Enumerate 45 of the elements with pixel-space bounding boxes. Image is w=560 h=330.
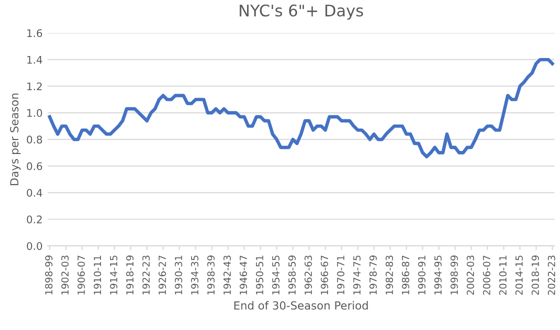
y-tick-label: 1.6 <box>27 29 42 38</box>
x-tick-label: 1970-71 <box>337 256 344 294</box>
x-tick-label: 1934-35 <box>191 256 198 294</box>
x-tick-label: 1910-11 <box>94 256 102 294</box>
x-tick-label: 1966-67 <box>320 256 328 294</box>
x-tick-label: 1986-87 <box>402 256 410 294</box>
y-tick-label: 1.0 <box>27 109 42 117</box>
x-tick-label: 1994-95 <box>434 256 442 294</box>
x-tick-label: 1918-19 <box>126 256 134 294</box>
x-tick-label: 1974-75 <box>353 256 361 294</box>
chart-title: NYC's 6"+ Days <box>240 4 364 20</box>
x-tick-label: 1958-59 <box>288 256 296 294</box>
y-tick-label: 0.2 <box>26 215 42 224</box>
line-series <box>48 58 554 158</box>
x-tick-label: 2010-11 <box>499 256 507 295</box>
y-tick-label: 0.4 <box>26 188 42 197</box>
x-tick-label: 1922-23 <box>142 256 150 294</box>
x-tick-label: 1982-83 <box>386 256 394 294</box>
x-tick-label: 1978-79 <box>369 256 377 294</box>
x-tick-label: 2014-15 <box>515 256 523 295</box>
x-tick-label: 1950-51 <box>256 256 264 294</box>
x-tick-label: 1902-03 <box>61 256 69 294</box>
x-tick-label: 1946-47 <box>240 256 248 294</box>
x-tick-label: 1938-39 <box>207 256 215 294</box>
x-tick-label: 2022-23 <box>548 256 556 295</box>
x-tick-label: 1906-07 <box>78 256 85 294</box>
x-tick-label: 1930-31 <box>174 256 182 294</box>
x-tick-label: 1926-27 <box>158 256 166 294</box>
x-tick-label: 2006-07 <box>482 256 490 295</box>
x-tick-label: 2018-19 <box>532 256 539 295</box>
x-tick-label: 1942-43 <box>223 256 231 294</box>
x-tick-label: 1954-55 <box>272 256 280 294</box>
x-tick-label: 1898-99 <box>45 256 52 294</box>
x-tick-label: 2002-03 <box>466 256 474 295</box>
y-axis-title: Days per Season <box>10 94 21 186</box>
x-tick-label: 1914-15 <box>110 256 118 294</box>
x-tick-label: 1998-99 <box>450 256 458 294</box>
x-tick-label: 1990-91 <box>418 256 426 294</box>
y-tick-label: 0.8 <box>26 136 42 144</box>
y-tick-label: 0.0 <box>26 242 42 250</box>
y-tick-label: 1.4 <box>27 56 42 64</box>
y-tick-label: 1.2 <box>27 82 42 90</box>
x-axis-title: End of 30-Season Period <box>234 301 368 310</box>
x-tick-label: 1962-63 <box>304 256 312 294</box>
y-tick-label: 0.6 <box>26 162 42 170</box>
